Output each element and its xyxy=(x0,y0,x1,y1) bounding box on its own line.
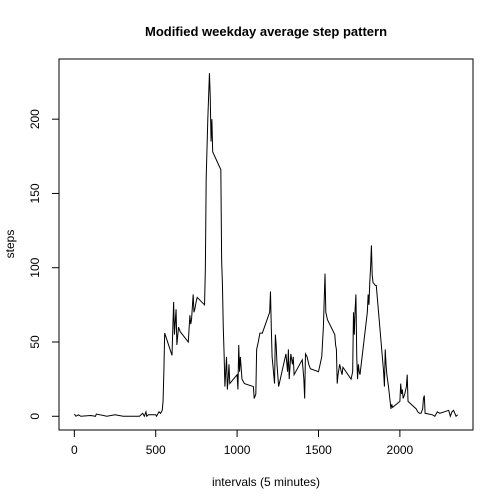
y-tick-label: 0 xyxy=(28,413,42,420)
y-tick-label: 150 xyxy=(28,183,42,203)
y-axis-label: steps xyxy=(3,230,17,259)
y-tick-label: 100 xyxy=(28,257,42,277)
data-line xyxy=(73,73,459,418)
y-tick-label: 200 xyxy=(28,109,42,129)
x-tick-label: 1500 xyxy=(305,443,332,457)
chart-title: Modified weekday average step pattern xyxy=(145,24,387,39)
x-tick-label: 1000 xyxy=(224,443,251,457)
x-tick-label: 2000 xyxy=(387,443,414,457)
y-tick-label: 50 xyxy=(28,335,42,349)
x-tick-label: 0 xyxy=(71,443,78,457)
x-axis-label: intervals (5 minutes) xyxy=(212,475,320,489)
x-tick-label: 500 xyxy=(146,443,166,457)
